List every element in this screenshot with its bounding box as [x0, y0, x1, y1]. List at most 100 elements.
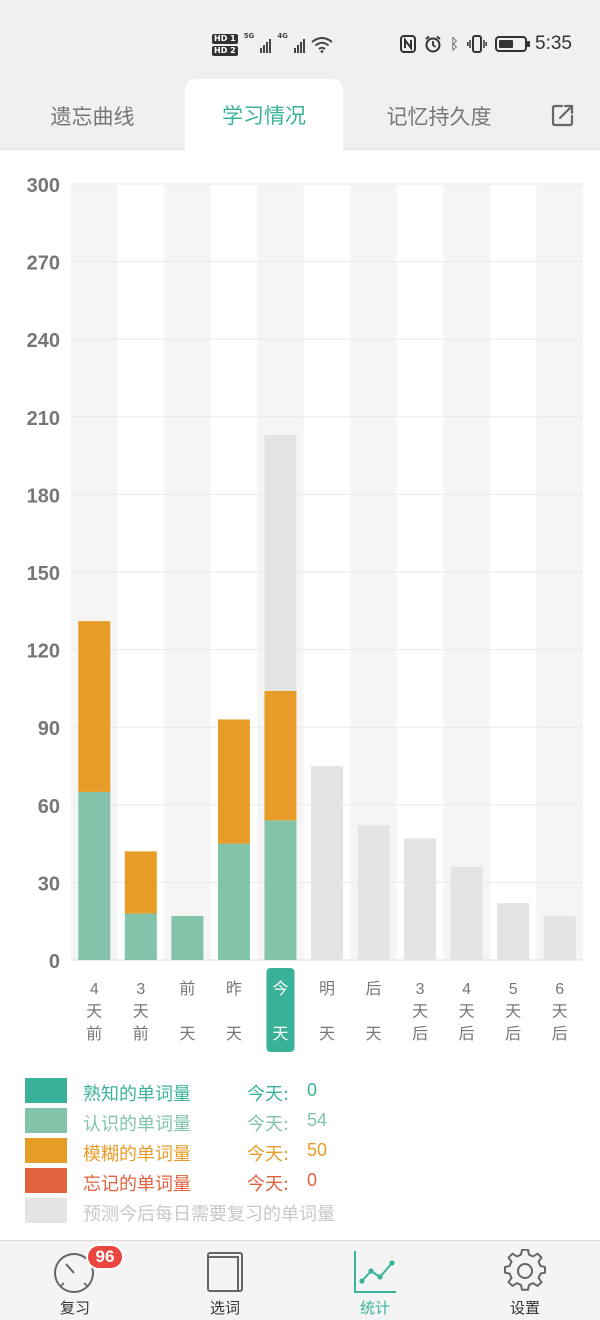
legend-swatch — [25, 1108, 67, 1133]
network-type-2: 4G — [277, 32, 288, 40]
tab-label: 记忆持久度 — [386, 105, 492, 129]
y-tick-label: 0 — [49, 951, 60, 973]
x-tick-label: 前 天 — [179, 980, 195, 1043]
vibrate-icon — [467, 35, 487, 53]
sim2-badge: HD 2 — [212, 46, 238, 56]
legend-label: 模糊的单词量 — [83, 1144, 191, 1165]
bar-segment — [264, 820, 297, 960]
x-tick-label: 4 天前 — [86, 981, 102, 1043]
nav-settings[interactable]: 设置 — [450, 1241, 600, 1320]
nfc-icon — [400, 35, 416, 53]
x-tick-label: 后 天 — [366, 980, 382, 1043]
book-icon — [207, 1252, 243, 1292]
legend-label: 熟知的单词量 — [83, 1084, 191, 1105]
legend-label: 忘记的单词量 — [83, 1174, 191, 1195]
gear-icon — [504, 1249, 546, 1291]
legend-label: 预测今后每日需要复习的单词量 — [83, 1204, 335, 1225]
legend-row: 熟知的单词量 今天: 0 — [25, 1076, 585, 1106]
clock: 5:35 — [535, 33, 572, 54]
legend-label: 认识的单词量 — [83, 1114, 191, 1135]
bar-segment — [264, 690, 297, 821]
nav-review[interactable]: 96 复习 — [0, 1241, 150, 1320]
battery-icon — [495, 36, 531, 52]
legend-today-label: 今天: — [247, 1114, 290, 1135]
legend-today-label: 今天: — [247, 1174, 290, 1195]
tab-forgetting-curve[interactable]: 遗忘曲线 — [0, 82, 185, 150]
nav-label: 复习 — [59, 1299, 90, 1317]
y-tick-label: 60 — [38, 796, 60, 818]
network-indicators: HD 1 HD 2 5G 4G — [212, 28, 333, 62]
bar-segment — [78, 621, 111, 792]
tab-bar: 遗忘曲线 学习情况 记忆持久度 — [0, 79, 600, 150]
bar-segment — [124, 851, 157, 914]
legend-swatch — [25, 1138, 67, 1163]
sim1-badge: HD 1 — [212, 34, 238, 44]
signal-2-icon — [293, 37, 305, 53]
legend-today-value: 0 — [307, 1170, 318, 1190]
legend-today-label: 今天: — [247, 1144, 290, 1165]
bar-segment — [264, 434, 297, 691]
chart-legend: 熟知的单词量 今天: 0 认识的单词量 今天: 54 模糊的单词量 今天: 50 忘记的单词量 今天… — [25, 1076, 585, 1226]
tab-study-status[interactable]: 学习情况 — [185, 79, 343, 150]
bar-segment — [404, 838, 437, 960]
y-tick-label: 90 — [38, 718, 60, 740]
alarm-icon — [425, 35, 441, 53]
bar-segment — [78, 791, 111, 960]
tab-memory-duration[interactable]: 记忆持久度 — [343, 82, 535, 150]
x-tick-label: 3 天前 — [133, 981, 149, 1043]
line-chart-icon — [354, 1251, 396, 1293]
x-tick-label: 明 天 — [319, 981, 335, 1043]
tab-label: 学习情况 — [222, 103, 306, 128]
legend-row: 预测今后每日需要复习的单词量 — [25, 1196, 585, 1226]
y-tick-label: 270 — [27, 253, 60, 275]
y-tick-label: 180 — [27, 485, 60, 507]
nav-label: 统计 — [359, 1299, 390, 1317]
nav-select-words[interactable]: 选词 — [150, 1241, 300, 1320]
bottom-navigation: 96 复习 选词 统计 设置 — [0, 1240, 600, 1320]
battery-level — [499, 40, 514, 48]
y-tick-label: 120 — [27, 641, 60, 663]
legend-row: 认识的单词量 今天: 54 — [25, 1106, 585, 1136]
bluetooth-icon: ᛒ — [450, 35, 460, 53]
bar-segment — [357, 825, 390, 960]
bar-segment — [450, 866, 483, 960]
stopwatch-icon — [54, 1253, 94, 1293]
legend-swatch — [25, 1198, 67, 1223]
bar-segment — [543, 916, 576, 960]
sim-indicators: HD 1 HD 2 — [212, 34, 238, 56]
y-tick-label: 30 — [38, 873, 60, 895]
bar-segment — [124, 913, 157, 960]
x-tick-label: 3 天后 — [412, 981, 428, 1043]
wifi-icon — [311, 37, 333, 53]
network-type-1: 5G — [243, 32, 255, 40]
nav-statistics[interactable]: 统计 — [300, 1241, 450, 1320]
y-tick-label: 150 — [27, 563, 60, 585]
nav-label: 选词 — [209, 1299, 240, 1317]
study-status-chart: 0 30 60 90 120 150 180 210 240 270 300 4 天前 3 天前 前 天 昨 天… — [27, 175, 583, 1052]
nav-label: 设置 — [509, 1299, 540, 1317]
legend-row: 忘记的单词量 今天: 0 — [25, 1166, 585, 1196]
today-highlight — [266, 968, 295, 1052]
legend-today-label: 今天: — [247, 1084, 290, 1105]
legend-row: 模糊的单词量 今天: 50 — [25, 1136, 585, 1166]
system-indicators: ᛒ 5:35 — [400, 30, 572, 58]
bar-segment — [311, 766, 343, 960]
y-tick-label: 240 — [27, 330, 60, 352]
share-icon[interactable] — [550, 102, 576, 128]
legend-swatch — [25, 1168, 67, 1193]
status-bar: HD 1 HD 2 5G 4G ᛒ — [0, 0, 600, 82]
signal-1-icon — [260, 37, 272, 53]
legend-today-value: 54 — [307, 1110, 328, 1130]
bar-segment — [497, 903, 530, 960]
x-tick-label: 5 天后 — [505, 981, 521, 1043]
review-count-badge: 96 — [86, 1244, 124, 1270]
y-tick-label: 210 — [27, 408, 60, 430]
legend-swatch — [25, 1078, 67, 1103]
x-tick-label: 今 天 — [272, 980, 288, 1043]
x-tick-label: 昨 天 — [226, 980, 242, 1043]
legend-today-value: 0 — [307, 1080, 318, 1100]
bar-segment — [217, 843, 250, 960]
bar-segment — [171, 916, 204, 960]
legend-today-value: 50 — [307, 1140, 328, 1160]
